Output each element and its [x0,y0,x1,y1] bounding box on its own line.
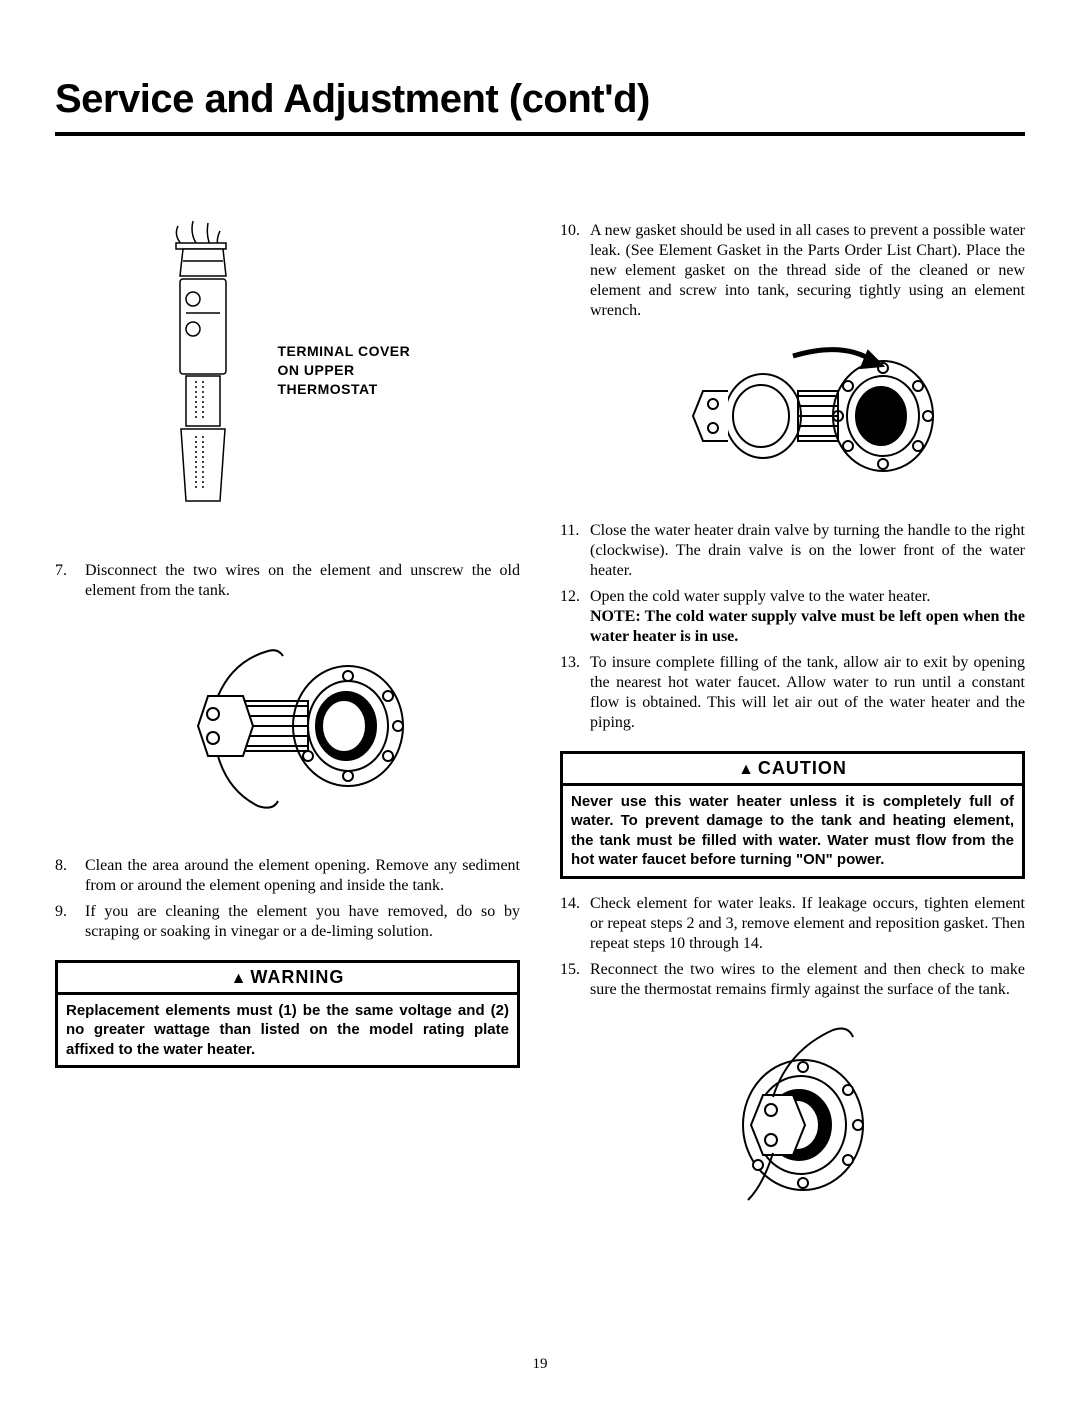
step-13: 13. To insure complete filling of the ta… [560,653,1025,733]
step-number: 9. [55,902,85,942]
step-number: 8. [55,856,85,896]
caution-box: ▲CAUTION Never use this water heater unl… [560,751,1025,879]
step-number: 15. [560,960,590,1000]
warning-head-text: WARNING [250,967,344,987]
step-text: A new gasket should be used in all cases… [590,221,1025,321]
content-columns: TERMINAL COVER ON UPPER THERMOSTAT 7. Di… [55,221,1025,1205]
step-9: 9. If you are cleaning the element you h… [55,902,520,942]
step-text: If you are cleaning the element you have… [85,902,520,942]
right-steps-a: 10. A new gasket should be used in all c… [560,221,1025,321]
warning-heading: ▲WARNING [58,963,517,995]
diagram-1-label: TERMINAL COVER ON UPPER THERMOSTAT [278,342,428,399]
caution-icon: ▲ [738,760,755,780]
step-number: 14. [560,894,590,954]
element-insert-illustration [643,336,943,496]
element-unscrew-illustration [158,626,418,826]
step-text: Clean the area around the element openin… [85,856,520,896]
diagram-reconnect-wires [560,1015,1025,1205]
step-text: Check element for water leaks. If leakag… [590,894,1025,954]
step-12-text: Open the cold water supply valve to the … [590,588,930,605]
left-column: TERMINAL COVER ON UPPER THERMOSTAT 7. Di… [55,221,520,1205]
right-steps-b: 11. Close the water heater drain valve b… [560,521,1025,733]
step-12-note: NOTE: The cold water supply valve must b… [590,608,1025,645]
left-steps-a: 7. Disconnect the two wires on the eleme… [55,561,520,601]
caution-heading: ▲CAUTION [563,754,1022,786]
diagram-element-unscrew [55,626,520,826]
warning-body: Replacement elements must (1) be the sam… [58,995,517,1066]
step-11: 11. Close the water heater drain valve b… [560,521,1025,581]
page-title: Service and Adjustment (cont'd) [55,77,1025,136]
reconnect-wires-illustration [693,1015,893,1205]
step-number: 11. [560,521,590,581]
step-number: 7. [55,561,85,601]
warning-icon: ▲ [231,969,248,989]
step-text: Open the cold water supply valve to the … [590,587,1025,647]
step-8: 8. Clean the area around the element ope… [55,856,520,896]
step-text: Close the water heater drain valve by tu… [590,521,1025,581]
step-number: 10. [560,221,590,321]
left-steps-b: 8. Clean the area around the element ope… [55,856,520,942]
step-10: 10. A new gasket should be used in all c… [560,221,1025,321]
diagram-element-insert [560,336,1025,496]
right-column: 10. A new gasket should be used in all c… [560,221,1025,1205]
step-text: To insure complete filling of the tank, … [590,653,1025,733]
step-14: 14. Check element for water leaks. If le… [560,894,1025,954]
page-number: 19 [0,1356,1080,1373]
step-7: 7. Disconnect the two wires on the eleme… [55,561,520,601]
step-text: Disconnect the two wires on the element … [85,561,520,601]
step-number: 13. [560,653,590,733]
diagram-terminal-cover: TERMINAL COVER ON UPPER THERMOSTAT [55,221,520,521]
step-12: 12. Open the cold water supply valve to … [560,587,1025,647]
terminal-cover-illustration [148,221,258,521]
step-number: 12. [560,587,590,647]
step-15: 15. Reconnect the two wires to the eleme… [560,960,1025,1000]
right-steps-c: 14. Check element for water leaks. If le… [560,894,1025,1000]
warning-box: ▲WARNING Replacement elements must (1) b… [55,960,520,1069]
caution-head-text: CAUTION [758,758,847,778]
step-text: Reconnect the two wires to the element a… [590,960,1025,1000]
caution-body: Never use this water heater unless it is… [563,786,1022,876]
